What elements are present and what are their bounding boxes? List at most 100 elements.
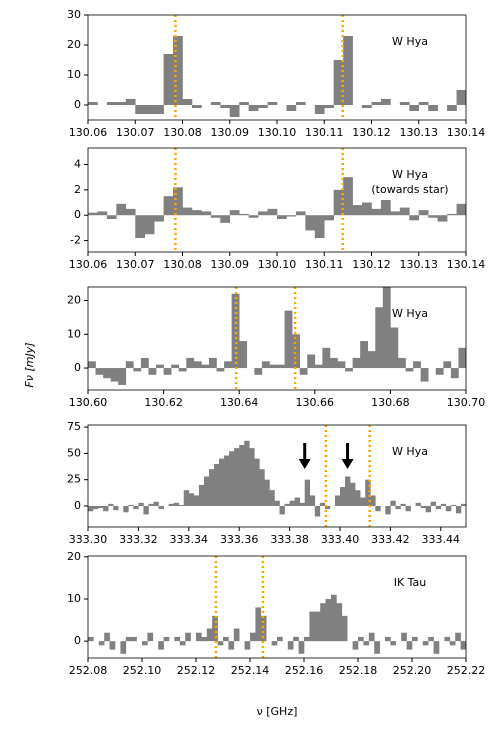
bar [244,440,250,506]
bar [405,505,411,512]
bar [352,641,359,650]
bar [375,505,381,512]
y-tick-label: -2 [70,234,81,247]
bar [229,105,240,117]
bar [412,636,418,642]
y-tick-label: 10 [67,592,81,605]
y-tick-label: 10 [67,68,81,81]
panel [88,556,466,658]
bar [445,505,452,512]
bar [422,641,429,646]
x-tick-label: 130.13 [400,126,439,139]
bar [191,210,202,216]
x-tick-label: 252.20 [393,664,432,677]
bar [156,364,164,369]
plot-frame [87,555,467,659]
bar [258,105,268,108]
bar [345,476,351,506]
bar [193,361,202,369]
bar [125,208,136,216]
bar [337,361,346,369]
bar [174,636,181,642]
x-tick-label: 130.11 [305,258,344,271]
annotation: (towards star) [371,183,448,196]
bar [113,505,119,511]
y-tick-label: 75 [67,420,81,433]
bar [418,102,429,105]
bar [304,479,311,506]
bar [135,105,145,114]
x-tick-label: 333.36 [220,533,259,546]
bar [345,368,353,372]
bar [380,99,391,105]
bar [447,105,457,111]
bar [234,448,240,506]
bar [324,505,331,510]
panel [88,148,466,252]
bar [153,501,159,506]
bar [309,495,316,506]
x-tick-label: 252.08 [69,664,108,677]
bar [179,641,186,646]
bar [305,215,316,231]
bar [120,641,127,654]
x-tick-label: 130.68 [371,396,410,409]
x-tick-label: 130.14 [447,258,486,271]
bar [186,357,195,369]
arrow [341,443,354,469]
bar [363,641,370,646]
annotation: IK Tau [394,576,427,589]
bar [309,611,316,642]
x-tick-label: 333.40 [321,533,360,546]
bar [97,211,108,216]
bar [206,628,213,642]
bar [371,208,382,216]
bar [293,636,299,642]
bar [295,211,306,216]
bar [196,632,202,642]
x-tick-label: 333.30 [69,533,108,546]
bar [395,505,401,510]
x-tick-label: 130.06 [69,258,108,271]
x-tick-label: 333.44 [422,533,461,546]
bar [173,502,180,506]
bar [314,611,321,642]
bar [360,341,369,369]
bar [109,641,116,650]
bar [123,505,129,513]
bar [333,60,344,105]
y-tick-label: 20 [67,38,81,51]
plot-frame [87,286,467,391]
bar [144,215,155,235]
panel [88,425,466,527]
bar [460,503,466,506]
bar [352,205,363,216]
x-tick-label: 130.70 [447,396,486,409]
bar [178,368,187,372]
bar [249,448,255,506]
bar [425,505,432,513]
bar [368,632,375,642]
bar [371,102,382,105]
x-tick-label: 130.12 [352,258,391,271]
bar [269,364,278,369]
panel [88,287,466,390]
bar [286,105,297,111]
bar [140,357,149,369]
bar [420,505,426,509]
bar [277,215,287,220]
bar [182,99,193,105]
bar [254,368,263,375]
bar [444,636,451,642]
bar [334,495,341,506]
x-axis-label: ν [GHz] [257,705,298,718]
bar [299,502,306,506]
bar [382,287,391,369]
bar [258,211,268,216]
bar [456,203,466,216]
bar [279,505,285,515]
bar [401,632,407,642]
bar [390,641,397,646]
bar [362,105,372,108]
x-tick-label: 130.60 [69,396,108,409]
